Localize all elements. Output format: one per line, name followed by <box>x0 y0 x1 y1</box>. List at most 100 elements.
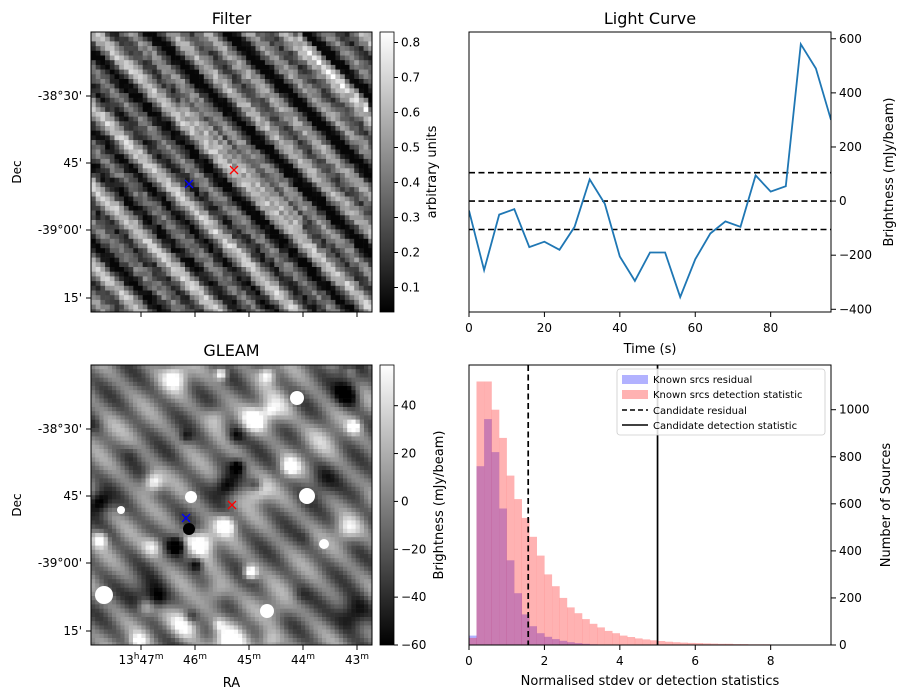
histogram-x-axis-label: Normalised stdev or detection statistics <box>521 674 780 689</box>
colorbar-tick-label: 0.8 <box>401 36 420 50</box>
known-source-marker <box>181 513 191 523</box>
detection-bar <box>672 642 681 645</box>
legend-label-residual: Known srcs residual <box>653 375 752 386</box>
legend-label-candidate-residual: Candidate residual <box>653 406 747 417</box>
detection-bar <box>589 623 598 645</box>
y-tick-label: −400 <box>839 302 872 316</box>
bright-source <box>95 586 113 604</box>
histogram-y-axis: 0 200 400 600 800 1000 <box>831 403 870 652</box>
y-tick-label: 200 <box>839 140 862 154</box>
light-curve-y-axis-label: Brightness (mJy/beam) <box>882 98 897 247</box>
x-tick-label-superscript: m <box>360 652 369 662</box>
colorbar-tick-label: 0.2 <box>401 246 420 260</box>
colorbar-tick-label: 0.1 <box>401 281 420 295</box>
dark-source <box>183 523 195 535</box>
colorbar-tick-label: 0 <box>401 494 409 508</box>
residual-bar <box>499 508 507 645</box>
colorbar-tick-label: 20 <box>401 447 416 461</box>
y-tick-label: 200 <box>839 591 862 605</box>
y-tick-label: -38°30' <box>38 89 82 103</box>
detection-bar <box>499 437 507 645</box>
detection-bar <box>642 639 651 645</box>
detection-bar <box>491 409 500 645</box>
detection-bar <box>612 633 620 645</box>
filter-x-ticks <box>140 312 358 317</box>
x-tick-label-superscript: h <box>134 652 140 662</box>
gleam-x-axis-label: RA <box>223 676 241 691</box>
light-curve-series-line <box>469 41 831 300</box>
detection-bar <box>536 555 545 645</box>
colorbar-tick-label: 0.7 <box>401 71 420 85</box>
residual-bar <box>506 560 515 645</box>
residual-bar <box>552 639 560 645</box>
bright-source <box>319 539 329 549</box>
detection-bar <box>680 642 688 645</box>
y-tick-label: 0 <box>839 638 847 652</box>
detection-bar <box>484 381 492 645</box>
x-tick-label-superscript: m <box>198 652 207 662</box>
bright-source <box>290 391 304 405</box>
bright-source <box>299 488 315 504</box>
residual-bar <box>574 643 583 645</box>
bright-source <box>185 491 197 503</box>
residual-bar <box>521 614 530 645</box>
detection-bar <box>544 574 553 645</box>
residual-bar <box>559 640 568 645</box>
colorbar-tick-label: 0.4 <box>401 176 420 190</box>
detection-bar <box>717 643 726 645</box>
x-tick-label: 0 <box>465 654 473 668</box>
colorbar-tick-label: 0.3 <box>401 211 420 225</box>
residual-bar <box>536 633 545 645</box>
legend-swatch-detection <box>622 390 648 399</box>
detection-bar <box>702 643 711 645</box>
filter-y-axis: -38°30' 45' -39°00' 15' <box>38 89 91 305</box>
filter-colorbar <box>379 31 395 313</box>
filter-title: Filter <box>212 9 252 28</box>
histogram-legend: Known srcs residual Known srcs detection… <box>616 368 826 436</box>
y-tick-label: 600 <box>839 497 862 511</box>
colorbar-tick-label: −40 <box>401 590 426 604</box>
colorbar-tick-label: 0.5 <box>401 141 420 155</box>
filter-y-axis-label: Dec <box>10 160 24 183</box>
candidate-marker <box>227 500 237 510</box>
x-tick-label-part: 45 <box>237 653 252 667</box>
x-tick-label: 6 <box>691 654 699 668</box>
y-tick-label: 800 <box>839 450 862 464</box>
x-tick-label-part: 13 <box>118 653 133 667</box>
gleam-y-axis-label: Dec <box>10 493 24 516</box>
x-tick-label: 46m <box>183 652 207 667</box>
detection-bar <box>559 597 568 645</box>
y-tick-label: 600 <box>839 32 862 46</box>
detection-bar <box>567 607 575 645</box>
detection-bar <box>574 613 583 645</box>
y-tick-label: 400 <box>839 86 862 100</box>
colorbar-tick-label: 0.6 <box>401 106 420 120</box>
x-tick-label: 43m <box>345 652 369 667</box>
x-tick-label: 8 <box>767 654 775 668</box>
histogram-y-axis-label: Number of Sources <box>879 443 894 568</box>
x-tick-label: 60 <box>688 321 703 335</box>
colorbar-tick-label: −60 <box>401 638 426 652</box>
gleam-frame <box>90 364 373 646</box>
bright-source <box>117 506 125 514</box>
detection-bar <box>695 643 703 645</box>
gleam-panel: GLEAM -38°30'45'-39°00'15' 13h47m 46m 45m 4… <box>10 341 447 691</box>
light-curve-title: Light Curve <box>604 9 696 28</box>
x-tick-label-superscript: m <box>252 652 261 662</box>
residual-bar <box>484 419 492 645</box>
residual-bar <box>476 466 485 645</box>
bright-source <box>260 604 274 618</box>
candidate-marker <box>229 165 239 175</box>
histogram-frame <box>468 364 832 646</box>
y-tick-label: −200 <box>839 248 872 262</box>
detection-bar <box>597 627 605 645</box>
x-tick-label: 2 <box>541 654 549 668</box>
x-tick-label-part: 47 <box>139 653 154 667</box>
detection-bar <box>687 642 696 645</box>
x-tick-label: 20 <box>537 321 552 335</box>
colorbar-tick-label: −20 <box>401 542 426 556</box>
histogram-bars <box>469 381 831 645</box>
legend-swatch-residual <box>622 375 648 384</box>
gleam-colorbar-ticks: −60 −40 −20 0 20 40 <box>394 399 426 652</box>
